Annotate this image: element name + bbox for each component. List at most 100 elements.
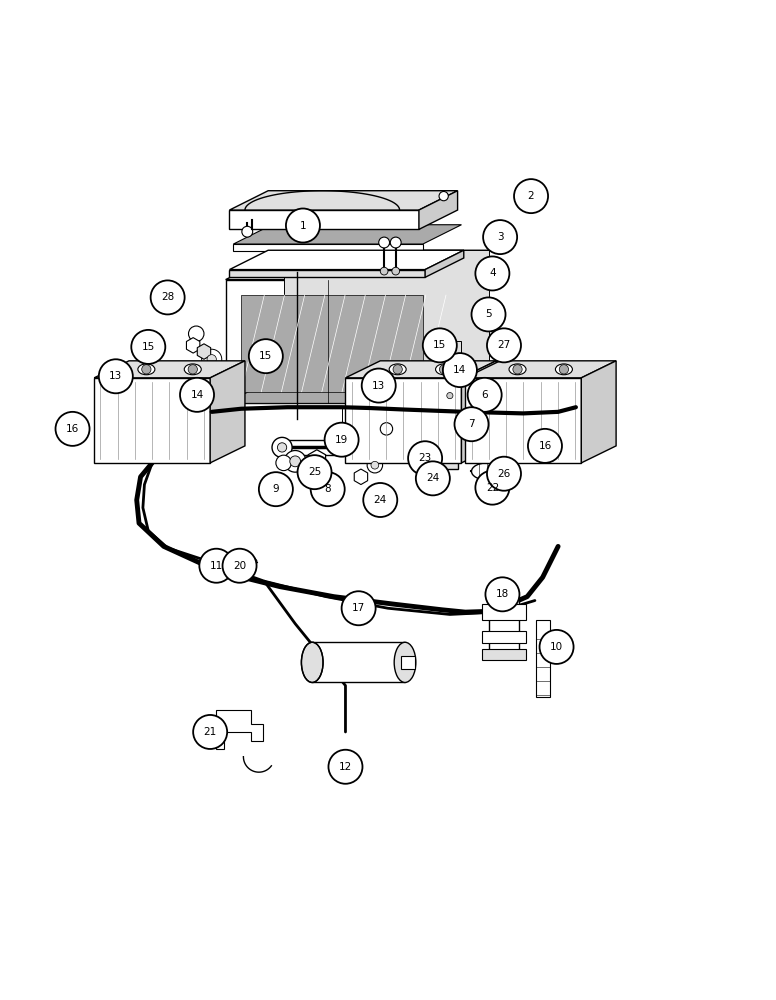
Text: 24: 24 [426,473,439,483]
Polygon shape [230,210,419,229]
Text: 15: 15 [259,351,272,361]
Polygon shape [230,250,464,270]
Circle shape [371,461,379,469]
Ellipse shape [138,364,155,375]
Polygon shape [431,440,458,469]
Circle shape [188,365,197,374]
Polygon shape [241,295,423,392]
Ellipse shape [213,556,236,568]
Text: 14: 14 [190,390,203,400]
Circle shape [528,429,562,463]
Circle shape [559,365,569,374]
Polygon shape [217,710,263,749]
Bar [489,597,519,659]
Circle shape [468,378,501,412]
Polygon shape [345,378,462,463]
Text: 2: 2 [528,191,535,201]
Ellipse shape [435,364,452,375]
Circle shape [380,267,388,275]
Text: 4: 4 [489,268,496,278]
Circle shape [242,226,253,237]
Circle shape [487,457,521,491]
Text: 23: 23 [418,453,431,463]
Ellipse shape [556,364,573,375]
Ellipse shape [301,642,323,682]
Circle shape [297,455,331,489]
Polygon shape [438,341,462,392]
Polygon shape [431,250,489,403]
Circle shape [513,365,522,374]
Circle shape [380,423,393,435]
Bar [536,620,550,697]
Circle shape [486,577,519,611]
Circle shape [455,407,489,441]
Text: 19: 19 [335,435,348,445]
Bar [483,649,525,660]
Text: 22: 22 [486,483,499,493]
Text: 17: 17 [352,603,365,613]
Ellipse shape [184,364,201,375]
Circle shape [284,451,306,472]
Polygon shape [287,440,446,469]
Circle shape [99,359,133,393]
Polygon shape [226,374,489,403]
Circle shape [189,326,204,341]
Text: 14: 14 [453,365,466,375]
Ellipse shape [509,364,526,375]
Circle shape [539,630,573,664]
Circle shape [310,472,345,506]
Circle shape [444,372,456,385]
Circle shape [408,441,442,475]
Polygon shape [230,191,458,210]
Circle shape [131,330,165,364]
Circle shape [514,179,548,213]
Polygon shape [425,250,464,277]
Circle shape [444,389,456,402]
Circle shape [393,365,402,374]
Ellipse shape [237,556,257,568]
Text: 12: 12 [339,762,352,772]
Circle shape [392,267,400,275]
Bar [483,631,525,643]
Circle shape [259,472,293,506]
Circle shape [193,715,227,749]
Polygon shape [234,225,462,244]
Circle shape [487,328,521,362]
Circle shape [199,549,234,583]
Circle shape [476,256,509,290]
Text: 21: 21 [203,727,217,737]
Polygon shape [462,361,496,463]
Circle shape [439,365,449,374]
Text: 25: 25 [308,467,321,477]
Text: 15: 15 [433,340,446,350]
Ellipse shape [472,463,502,480]
Circle shape [439,191,449,201]
Ellipse shape [389,364,406,375]
Circle shape [276,455,291,471]
Text: 11: 11 [210,561,223,571]
Circle shape [472,297,505,331]
Polygon shape [466,361,616,378]
Bar [483,604,525,620]
Polygon shape [283,250,489,374]
Circle shape [423,328,457,362]
Circle shape [180,378,214,412]
Circle shape [142,365,151,374]
Polygon shape [345,361,496,378]
Polygon shape [312,642,405,682]
Polygon shape [226,250,489,280]
Text: 7: 7 [468,419,475,429]
Text: 13: 13 [109,371,123,381]
Text: 20: 20 [233,561,246,571]
Circle shape [447,376,453,382]
Text: 28: 28 [161,292,175,302]
Circle shape [249,339,282,373]
Circle shape [367,457,383,473]
Ellipse shape [394,642,416,682]
Text: 13: 13 [372,381,386,391]
Text: 3: 3 [497,232,504,242]
Circle shape [324,423,359,457]
Text: 6: 6 [481,390,488,400]
Circle shape [416,461,450,495]
Circle shape [328,750,362,784]
